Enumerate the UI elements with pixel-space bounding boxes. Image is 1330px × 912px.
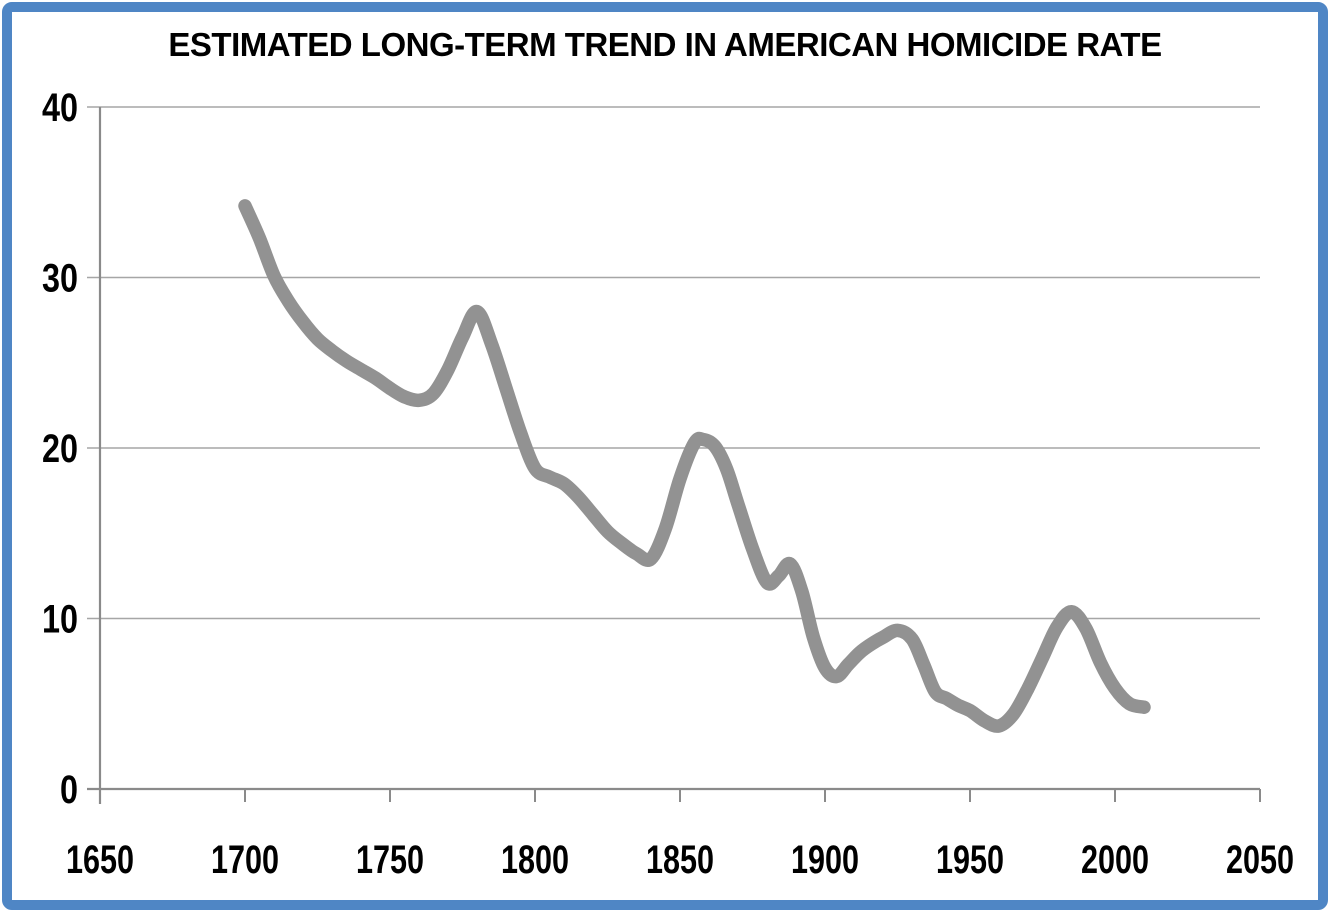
series-group [238, 199, 1151, 733]
x-tick-label-2050: 2050 [1226, 838, 1294, 882]
x-tick-label-2000: 2000 [1081, 838, 1149, 882]
y-tick-label-0: 0 [60, 768, 78, 812]
x-tick-label-1750: 1750 [356, 838, 424, 882]
homicide-rate-trend-line [238, 199, 1151, 733]
axes-group [87, 107, 1261, 804]
y-tick-label-30: 30 [42, 257, 78, 301]
y-tick-label-10: 10 [42, 598, 78, 642]
x-tick-label-1900: 1900 [791, 838, 859, 882]
x-tick-label-1850: 1850 [646, 838, 714, 882]
x-tick-label-1700: 1700 [211, 838, 279, 882]
tick-labels-group: 0 10 20 30 40 1650 1700 1750 1800 1850 1900 1950 200… [42, 86, 1294, 882]
gridlines-group [87, 106, 1260, 620]
x-tick-label-1650: 1650 [66, 838, 134, 882]
x-tick-label-1800: 1800 [501, 838, 569, 882]
x-tick-label-1950: 1950 [936, 838, 1004, 882]
y-tick-label-40: 40 [42, 86, 78, 130]
y-tick-label-20: 20 [42, 427, 78, 471]
chart-title: ESTIMATED LONG-TERM TREND IN AMERICAN HO… [168, 26, 1162, 63]
